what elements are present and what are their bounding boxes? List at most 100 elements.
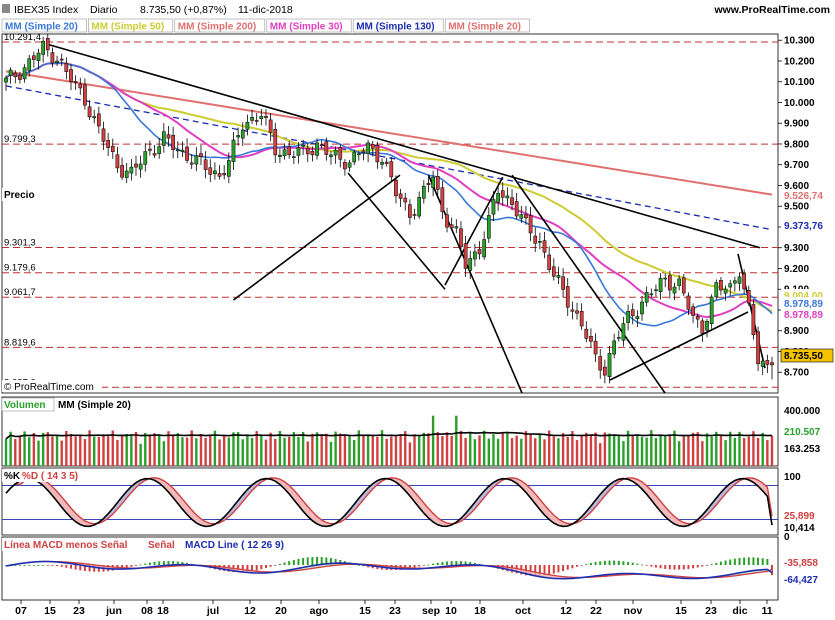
candle-body [603, 366, 607, 376]
candle-body [8, 69, 13, 76]
macd-hist-bar [320, 557, 323, 565]
candle-body [236, 135, 240, 138]
x-tick-label: 07 [15, 605, 27, 617]
candle-body [640, 301, 644, 315]
volume-bar [473, 439, 477, 466]
candle-body [709, 296, 714, 324]
macd-hist-bar [176, 561, 179, 565]
candle-body [612, 340, 617, 355]
candle-body [728, 283, 733, 288]
candle-body [273, 129, 278, 156]
candle-body [291, 156, 296, 158]
macd-hist-bar [153, 561, 156, 565]
candle-body [319, 144, 324, 147]
volume-bar [385, 438, 388, 466]
candle-body [751, 304, 756, 335]
volume-bar [701, 441, 704, 466]
candle-body [412, 214, 417, 216]
stoch-fill [730, 480, 735, 489]
macd-line-label: MACD Line ( 12 26 9) [185, 540, 284, 551]
legend-item: MM (Simple 30) [270, 22, 343, 33]
legend-item: MM (Simple 20) [5, 22, 78, 33]
volume-bar [520, 438, 523, 466]
stoch-fill [604, 484, 610, 496]
x-tick-label: 15 [675, 605, 687, 617]
x-tick-label: jul [206, 605, 219, 617]
candle-body [384, 161, 389, 164]
candle-body [115, 154, 120, 169]
stoch-fill [131, 482, 136, 493]
header-info: IBEX35 Index Diario 8.735,50 (+0,87%) 11… [2, 4, 830, 16]
volume-bar [241, 439, 244, 466]
y-tick-label: 9.900 [784, 119, 809, 130]
candle-body [426, 183, 431, 186]
volume-bar [32, 433, 36, 466]
macd-hist-bar [46, 565, 49, 566]
macd-hist-bar [283, 562, 286, 565]
macd-hist-bar [692, 565, 695, 569]
candle-body [496, 193, 500, 203]
macd-hist-bar [757, 557, 760, 565]
volume-bar [213, 430, 217, 466]
stoch-d-line [5, 476, 773, 525]
stoch-fill [298, 495, 304, 512]
macd-hist-bar [311, 556, 314, 565]
candle-body [658, 277, 663, 293]
volume-bar [306, 441, 309, 466]
volume-bar [199, 433, 203, 466]
stoch-fill [539, 499, 545, 515]
macd-hist-bar [251, 565, 254, 572]
candle-body [199, 153, 203, 157]
volume-bar [543, 439, 546, 466]
candle-body [226, 160, 231, 177]
candle-body [742, 273, 746, 290]
candle-body [259, 115, 264, 120]
stoch-fill [242, 489, 248, 502]
macd-hist-bar [608, 560, 611, 565]
candle-body [700, 320, 705, 334]
volume-panel-label: Volumen [4, 400, 45, 411]
x-tick-label: 15 [359, 605, 371, 617]
trend-line [347, 172, 446, 290]
macd-hist-bar [297, 558, 300, 565]
macd-hist-bar [552, 565, 555, 574]
candle-body [157, 146, 162, 154]
ma-30-line [5, 61, 773, 319]
legend-box [88, 18, 174, 33]
candle-body [626, 310, 630, 323]
volume-bar [427, 433, 430, 466]
stoch-fill [437, 517, 443, 527]
candle-body [301, 144, 305, 147]
macd-hist-bar [580, 565, 583, 566]
stoch-fill [674, 516, 680, 526]
macd-hist-bar [747, 557, 750, 565]
macd-hist-bar [664, 565, 667, 569]
volume-bar [190, 430, 193, 466]
candle-body [268, 119, 273, 133]
volume-bar [269, 432, 272, 466]
volume-bar [547, 430, 551, 466]
candle-body [50, 52, 55, 64]
stoch-d-badge: 25,899 [784, 511, 815, 522]
stoch-fill [442, 521, 448, 527]
macd-hist-bar [668, 565, 671, 570]
candle-body [528, 215, 533, 234]
volume-bar [88, 430, 91, 466]
macd-hist-bar [413, 565, 416, 568]
candle-body [519, 214, 524, 219]
volume-bar [640, 436, 644, 466]
legend-item: MM (Simple 50) [91, 22, 164, 33]
volume-bar [677, 441, 681, 466]
volume-bar [756, 437, 760, 466]
macd-hist-bar [23, 565, 26, 566]
macd-hist-bar [302, 557, 305, 565]
volume-bar [162, 441, 166, 466]
volume-bar [46, 432, 49, 466]
trend-line [232, 174, 401, 301]
volume-bar [65, 430, 68, 466]
level-label: 10.291,4 [4, 32, 41, 43]
macd-hist-bar [436, 562, 439, 565]
volume-bar [654, 437, 658, 466]
candle-body [435, 176, 440, 190]
macd-hist-bar [418, 565, 421, 567]
